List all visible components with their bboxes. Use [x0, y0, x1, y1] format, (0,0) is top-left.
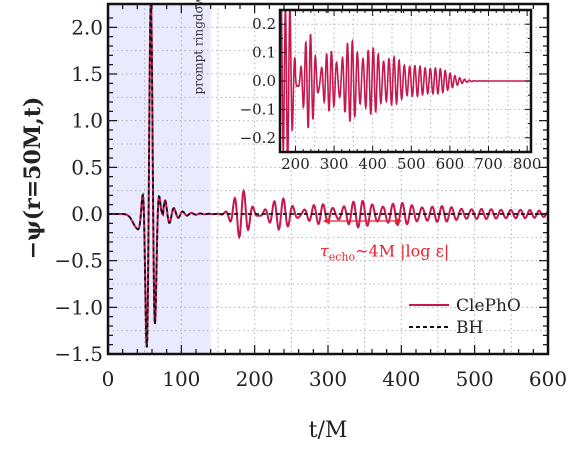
- inset-ticks: 200 300 400 500 600 700 800 −0.2 −0.1 0.0 0.1 0.2: [240, 9, 542, 173]
- x-tick-label: 500: [456, 367, 494, 391]
- inset-x-tick-label: 400: [358, 155, 387, 173]
- echo-label: τecho~4M |log ε|: [320, 241, 449, 263]
- y-tick-label: 0.0: [71, 202, 103, 226]
- inset-y-tick-label: −0.1: [240, 100, 276, 118]
- inset-x-tick-label: 500: [397, 155, 426, 173]
- echo-label-rest: ~4M |log ε|: [355, 241, 449, 260]
- echo-arrow: [322, 217, 403, 225]
- x-tick-label: 400: [382, 367, 420, 391]
- inset-y-tick-label: 0.0: [252, 72, 276, 90]
- inset-x-tick-label: 800: [513, 155, 542, 173]
- inset-x-tick-label: 300: [320, 155, 349, 173]
- series-bh-line: [108, 4, 548, 348]
- inset-x-tick-label: 600: [436, 155, 465, 173]
- legend: ClePhO BH: [409, 296, 521, 338]
- x-tick-label: 0: [102, 367, 115, 391]
- x-tick-label: 300: [309, 367, 347, 391]
- legend-label-bh: BH: [456, 318, 483, 338]
- x-tick-label: 200: [236, 367, 274, 391]
- inset-grid: [280, 10, 531, 152]
- x-axis-label: t/M: [309, 418, 348, 443]
- y-tick-label: 0.5: [71, 155, 103, 179]
- echo-label-sub: echo: [329, 250, 356, 263]
- inset-series-clepho-line: [280, 10, 531, 152]
- y-tick-label: −1.0: [54, 295, 103, 319]
- inset-x-tick-label: 200: [281, 155, 310, 173]
- prompt-ringdown-region: [108, 4, 211, 354]
- echo-arrow-head-left: [322, 217, 330, 225]
- y-tick-label: −1.5: [54, 342, 103, 366]
- inset-y-tick-label: −0.2: [240, 129, 276, 147]
- y-tick-label: 2.0: [71, 15, 103, 39]
- y-tick-label: 1.5: [71, 62, 103, 86]
- x-tick-label: 100: [162, 367, 200, 391]
- echo-label-tau: τ: [320, 241, 330, 260]
- x-tick-label: 600: [529, 367, 567, 391]
- inset-x-tick-label: 700: [474, 155, 503, 173]
- y-tick-label: 1.0: [71, 109, 103, 133]
- echo-arrow-head-right: [395, 217, 403, 225]
- inset-series-group: [280, 10, 531, 152]
- main-ticks: 0 100 200 300 400 500 600 −1.5 −1.0 −0.5 0.0 0.5 1.0…: [54, 4, 567, 391]
- inset-y-tick-label: 0.1: [252, 44, 276, 62]
- y-axis-label: −ψ(r=50M,t): [20, 97, 46, 260]
- prompt-ringdown-label: prompt ringdown: [192, 0, 206, 94]
- inset-y-tick-label: 0.2: [252, 15, 276, 33]
- y-tick-label: −0.5: [54, 249, 103, 273]
- legend-label-clepho: ClePhO: [456, 296, 521, 316]
